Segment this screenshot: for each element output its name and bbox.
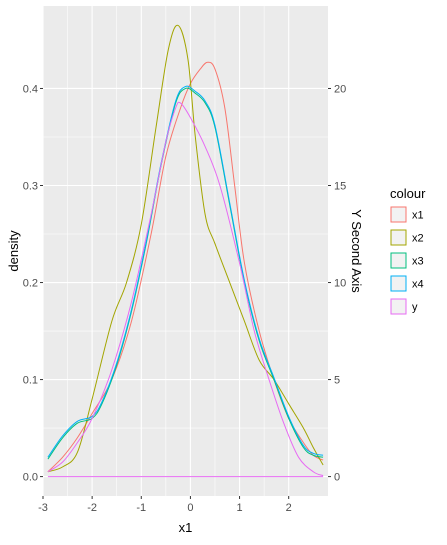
legend-label-x4: x4 (412, 279, 424, 291)
y2-tick-label: 0 (334, 472, 340, 484)
x-tick-label: -3 (38, 502, 48, 514)
series-line-x4 (47, 85, 324, 458)
y-tick-label: 0.3 (23, 181, 38, 193)
x-tick-label: 1 (236, 502, 242, 514)
y-tick-label: 0.0 (23, 472, 38, 484)
legend-key-bg (389, 297, 408, 316)
x-axis-title: x1 (179, 520, 193, 535)
y-axis-title: density (6, 230, 21, 272)
y-tick-label: 0.1 (23, 375, 38, 387)
y-tick-label: 0.4 (23, 83, 38, 95)
legend: colour x1 x2 x3 x4 y (389, 186, 426, 316)
y2-axis: 0 5 10 15 20 (328, 83, 346, 484)
legend-key-x3 (390, 252, 407, 269)
legend-key-y (390, 298, 407, 315)
legend-label-x1: x1 (412, 210, 424, 222)
y2-tick-label: 15 (334, 181, 346, 193)
x-tick-label: 0 (187, 502, 193, 514)
series-line-x3 (47, 87, 324, 460)
legend-label-x2: x2 (412, 233, 424, 245)
y2-tick-label: 10 (334, 278, 346, 290)
series-line-y (47, 101, 324, 477)
x-tick-label: 2 (286, 502, 292, 514)
legend-key-bg (389, 251, 408, 270)
legend-key-bg (389, 205, 408, 224)
legend-key-x2 (390, 229, 407, 246)
y2-axis-title: Y Second Axis (349, 209, 364, 293)
series-layer (47, 24, 324, 478)
x-tick-label: -1 (136, 502, 146, 514)
legend-key-bg (389, 274, 408, 293)
legend-key-bg (389, 228, 408, 247)
x-axis: -3 -2 -1 0 1 2 (38, 496, 292, 514)
grid-minor (43, 6, 328, 496)
y-tick-label: 0.2 (23, 278, 38, 290)
y-axis: 0.0 0.1 0.2 0.3 0.4 (23, 83, 43, 484)
legend-key-x1 (390, 206, 407, 223)
legend-label-y: y (412, 302, 418, 314)
legend-key-x4 (390, 275, 407, 292)
legend-title: colour (390, 186, 426, 201)
x-tick-label: -2 (87, 502, 97, 514)
y2-tick-label: 20 (334, 83, 346, 95)
y2-tick-label: 5 (334, 375, 340, 387)
legend-label-x3: x3 (412, 256, 424, 268)
series-line-x2 (47, 24, 324, 473)
